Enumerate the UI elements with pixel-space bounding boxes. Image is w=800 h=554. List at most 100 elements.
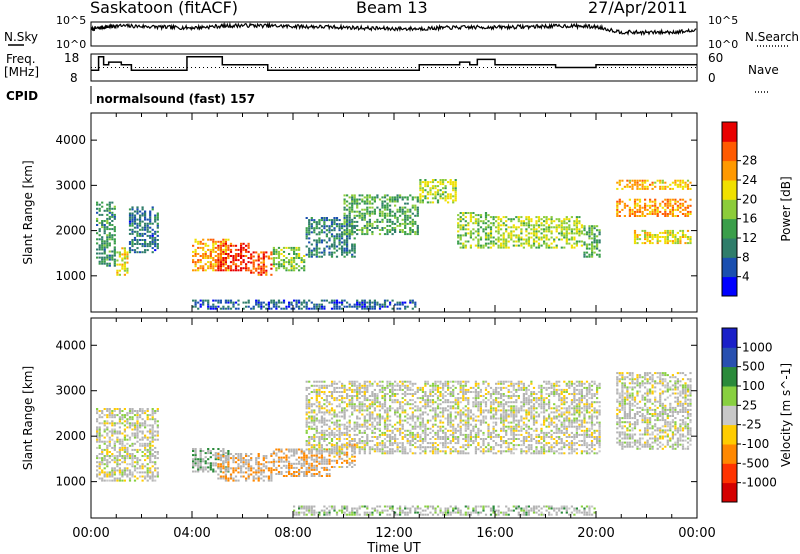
data-cell-power: [121, 263, 124, 266]
data-cell-velocity: [404, 419, 407, 422]
data-cell-velocity: [315, 393, 318, 395]
data-cell-power: [298, 307, 301, 310]
data-cell-power: [669, 208, 672, 211]
data-cell-velocity: [131, 432, 134, 435]
data-cell-power: [194, 238, 197, 241]
data-cell-power: [113, 260, 116, 263]
data-cell-power: [409, 216, 412, 219]
data-cell-velocity: [237, 465, 240, 468]
data-cell-power: [459, 212, 462, 214]
data-cell-velocity: [270, 471, 273, 474]
data-cell-power: [313, 305, 316, 308]
data-cell-velocity: [358, 384, 361, 387]
data-cell-power: [265, 307, 268, 310]
data-cell-power: [133, 220, 137, 223]
data-cell-velocity: [328, 425, 331, 428]
data-cell-velocity: [439, 427, 442, 430]
data-cell-velocity: [439, 411, 442, 414]
data-cell-velocity: [444, 427, 447, 430]
data-cell-power: [136, 232, 139, 235]
data-cell-power: [341, 227, 344, 230]
data-cell-velocity: [363, 388, 366, 391]
data-cell-velocity: [434, 415, 437, 418]
data-cell-velocity: [108, 422, 111, 425]
data-cell-velocity: [358, 452, 361, 455]
data-cell-power: [361, 305, 364, 308]
data-cell-power: [197, 261, 200, 264]
data-cell-velocity: [245, 455, 248, 457]
data-cell-velocity: [96, 432, 99, 435]
data-cell-power: [391, 196, 394, 199]
data-cell-power: [133, 210, 137, 213]
data-cell-velocity: [315, 405, 318, 408]
data-cell-power: [636, 210, 639, 213]
data-cell-power: [308, 251, 311, 254]
data-cell-power: [659, 185, 662, 188]
data-cell-velocity: [209, 456, 212, 459]
data-cell-velocity: [421, 446, 424, 449]
data-cell-power: [325, 299, 328, 302]
data-cell-velocity: [351, 453, 354, 456]
data-cell-power: [409, 210, 412, 213]
data-cell-power: [419, 189, 422, 192]
data-cell-velocity: [373, 388, 376, 391]
data-cell-velocity: [313, 473, 316, 475]
data-cell-power: [136, 230, 139, 233]
data-cell-velocity: [459, 415, 462, 418]
data-cell-velocity: [363, 395, 366, 397]
data-cell-velocity: [341, 399, 344, 402]
data-cell-power: [570, 244, 573, 247]
data-cell-power: [555, 244, 558, 247]
data-cell-velocity: [96, 475, 99, 478]
data-cell-velocity: [149, 414, 152, 417]
data-cell-velocity: [111, 459, 114, 462]
data-cell-power: [136, 212, 139, 215]
data-cell-velocity: [320, 415, 323, 418]
data-cell-velocity: [320, 421, 323, 424]
data-cell-velocity: [389, 382, 392, 385]
data-cell-velocity: [111, 430, 114, 433]
data-cell-power: [348, 233, 351, 236]
data-cell-velocity: [363, 442, 366, 445]
data-cell-velocity: [363, 405, 366, 408]
data-cell-power: [272, 303, 275, 306]
data-cell-velocity: [288, 462, 291, 465]
data-cell-power: [209, 265, 212, 268]
data-cell-power: [348, 231, 351, 233]
data-cell-velocity: [361, 423, 364, 426]
data-cell-velocity: [381, 431, 384, 434]
data-cell-power: [207, 307, 210, 310]
data-cell-velocity: [280, 458, 283, 461]
data-cell-power: [396, 224, 399, 227]
data-cell-power: [616, 208, 619, 211]
data-cell-power: [500, 246, 503, 249]
data-cell-velocity: [459, 429, 462, 432]
data-cell-power: [426, 185, 429, 188]
data-cell-velocity: [447, 423, 450, 426]
data-cell-power: [644, 238, 647, 241]
data-cell-velocity: [386, 417, 389, 420]
data-cell-power: [262, 301, 265, 304]
data-cell-velocity: [139, 414, 142, 417]
data-cell-power: [123, 267, 126, 270]
data-cell-power: [555, 224, 558, 227]
data-cell-power: [126, 271, 129, 274]
data-cell-velocity: [386, 450, 389, 453]
data-cell-power: [391, 200, 394, 203]
data-cell-power: [679, 198, 682, 201]
data-cell-power: [497, 230, 500, 233]
data-cell-power: [356, 220, 359, 223]
data-cell-velocity: [108, 473, 111, 476]
data-cell-velocity: [308, 405, 311, 408]
data-cell-power: [348, 251, 351, 254]
data-cell-velocity: [366, 438, 369, 440]
data-cell-power: [96, 238, 99, 241]
data-cell-velocity: [366, 405, 369, 408]
data-cell-power: [631, 210, 634, 213]
data-cell-power: [477, 224, 480, 227]
data-cell-power: [141, 251, 144, 254]
data-cell-power: [212, 244, 215, 247]
data-cell-velocity: [121, 438, 124, 441]
data-cell-velocity: [389, 448, 392, 451]
data-cell-power: [290, 257, 293, 259]
